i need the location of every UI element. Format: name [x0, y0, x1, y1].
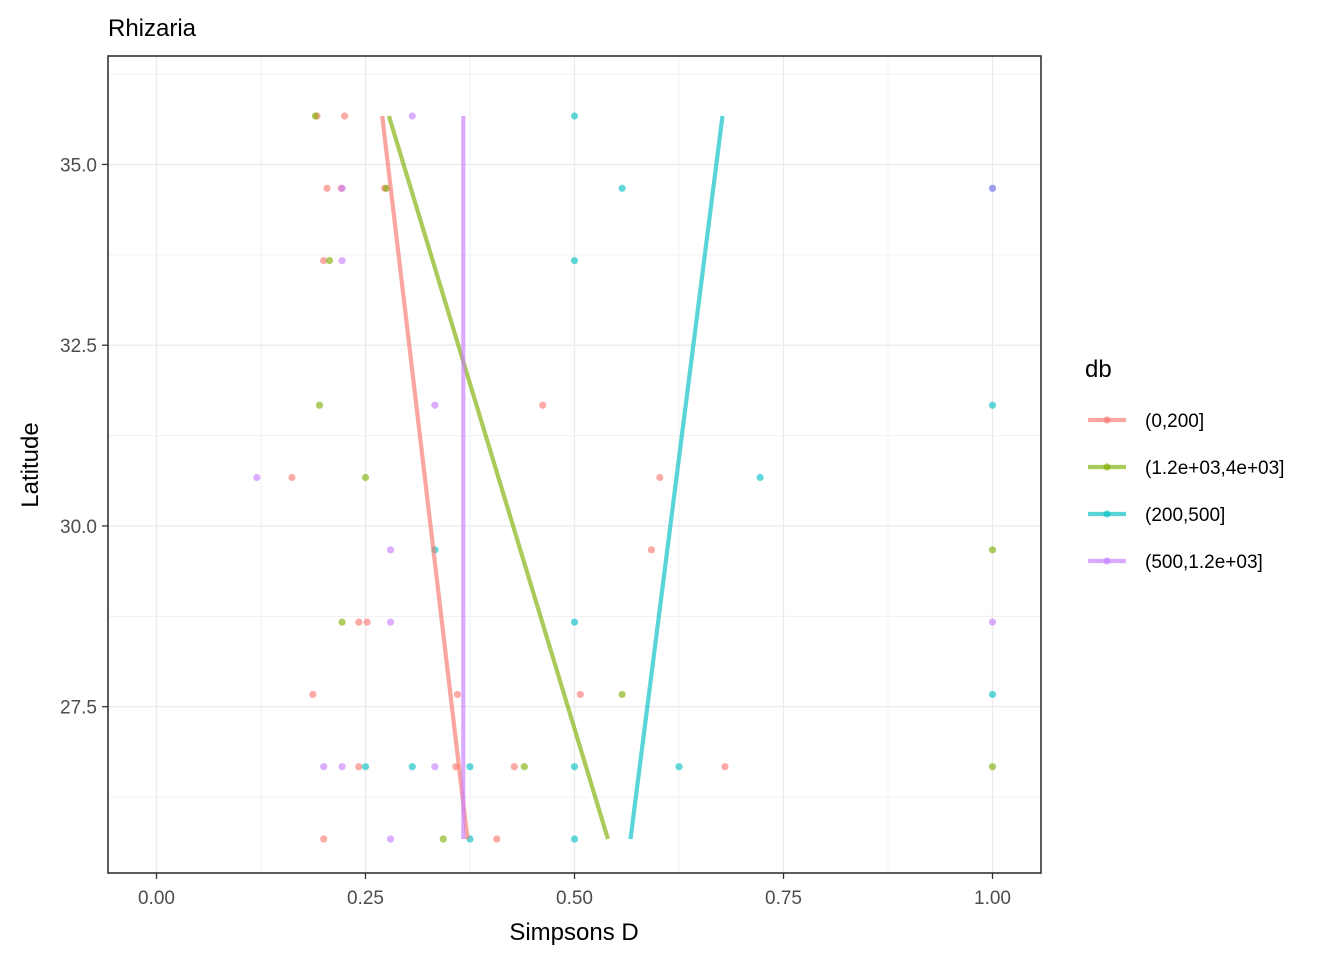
data-point: [510, 763, 518, 771]
data-point: [408, 112, 416, 120]
data-point: [355, 763, 363, 771]
data-point: [340, 112, 349, 120]
trend-line: [628, 115, 725, 840]
data-point: [570, 257, 579, 265]
data-point: [570, 763, 579, 771]
legend: (0,200] (1.2e+03,4e+03] (200,500] (500,1.2e…: [1088, 411, 1284, 573]
data-point: [320, 763, 328, 771]
data-point: [338, 763, 346, 771]
data-point: [647, 546, 656, 554]
legend-label: (0,200]: [1145, 411, 1204, 432]
trend-line: [380, 115, 470, 840]
data-point: [355, 618, 363, 626]
data-point: [721, 763, 729, 771]
legend-title: db: [1085, 356, 1112, 383]
data-point: [539, 401, 547, 409]
data-point: [439, 835, 447, 843]
data-point: [431, 401, 439, 409]
data-point: [656, 473, 664, 482]
data-point: [988, 401, 997, 409]
trend-line: [386, 115, 610, 840]
data-point: [323, 184, 331, 192]
y-tick-label: 30.0: [60, 517, 97, 538]
x-tick-label: 1.00: [974, 888, 1011, 909]
data-point: [338, 257, 346, 265]
data-point: [988, 763, 997, 771]
data-point: [570, 112, 579, 120]
data-point: [466, 763, 474, 771]
data-point: [361, 473, 370, 482]
data-point: [576, 690, 584, 699]
data-point: [386, 546, 395, 554]
legend-label: (1.2e+03,4e+03]: [1145, 458, 1284, 479]
x-tick-label: 0.00: [138, 888, 175, 909]
data-point: [988, 546, 997, 554]
y-axis-ticks: 27.5 30.0 32.5 35.0: [60, 155, 108, 719]
data-point: [570, 618, 579, 626]
data-point: [431, 763, 439, 771]
data-point: [363, 618, 371, 626]
data-point: [988, 184, 997, 192]
data-point: [570, 835, 579, 843]
data-point: [453, 690, 462, 699]
legend-label: (200,500]: [1145, 505, 1225, 526]
data-point: [361, 763, 370, 771]
data-point: [338, 618, 346, 626]
data-point: [520, 763, 528, 771]
legend-key-point: [1103, 416, 1111, 424]
data-point: [618, 184, 626, 192]
legend-label: (500,1.2e+03]: [1145, 552, 1263, 573]
y-tick-label: 27.5: [60, 698, 97, 719]
data-point: [618, 690, 626, 699]
x-tick-label: 0.50: [556, 888, 593, 909]
data-point: [675, 763, 683, 771]
data-point: [315, 401, 324, 409]
data-point: [311, 112, 319, 120]
data-point: [408, 763, 416, 771]
y-axis-title: Latitude: [17, 422, 44, 507]
data-point: [988, 690, 997, 699]
data-point: [988, 618, 997, 626]
x-tick-label: 0.75: [765, 888, 802, 909]
x-tick-label: 0.25: [347, 888, 384, 909]
data-point: [493, 835, 501, 843]
data-point: [288, 473, 296, 482]
y-tick-label: 35.0: [60, 155, 97, 176]
y-tick-label: 32.5: [60, 336, 97, 357]
data-point: [386, 835, 395, 843]
data-point: [382, 184, 390, 192]
data-point: [320, 257, 328, 265]
legend-key-point: [1103, 510, 1111, 518]
data-point: [253, 473, 261, 482]
data-point: [320, 835, 328, 843]
scatter-points: [253, 112, 997, 843]
data-point: [756, 473, 764, 482]
x-axis-title: Simpsons D: [509, 919, 638, 946]
data-point: [309, 690, 317, 699]
legend-key-point: [1103, 557, 1111, 565]
x-axis-ticks: 0.00 0.25 0.50 0.75 1.00: [138, 873, 1011, 909]
major-gridlines: [108, 56, 1041, 873]
data-point: [325, 257, 334, 265]
data-point: [338, 184, 346, 192]
data-point: [386, 618, 395, 626]
legend-key-point: [1103, 463, 1111, 471]
chart-title: Rhizaria: [108, 15, 197, 42]
trend-lines: [380, 115, 725, 840]
